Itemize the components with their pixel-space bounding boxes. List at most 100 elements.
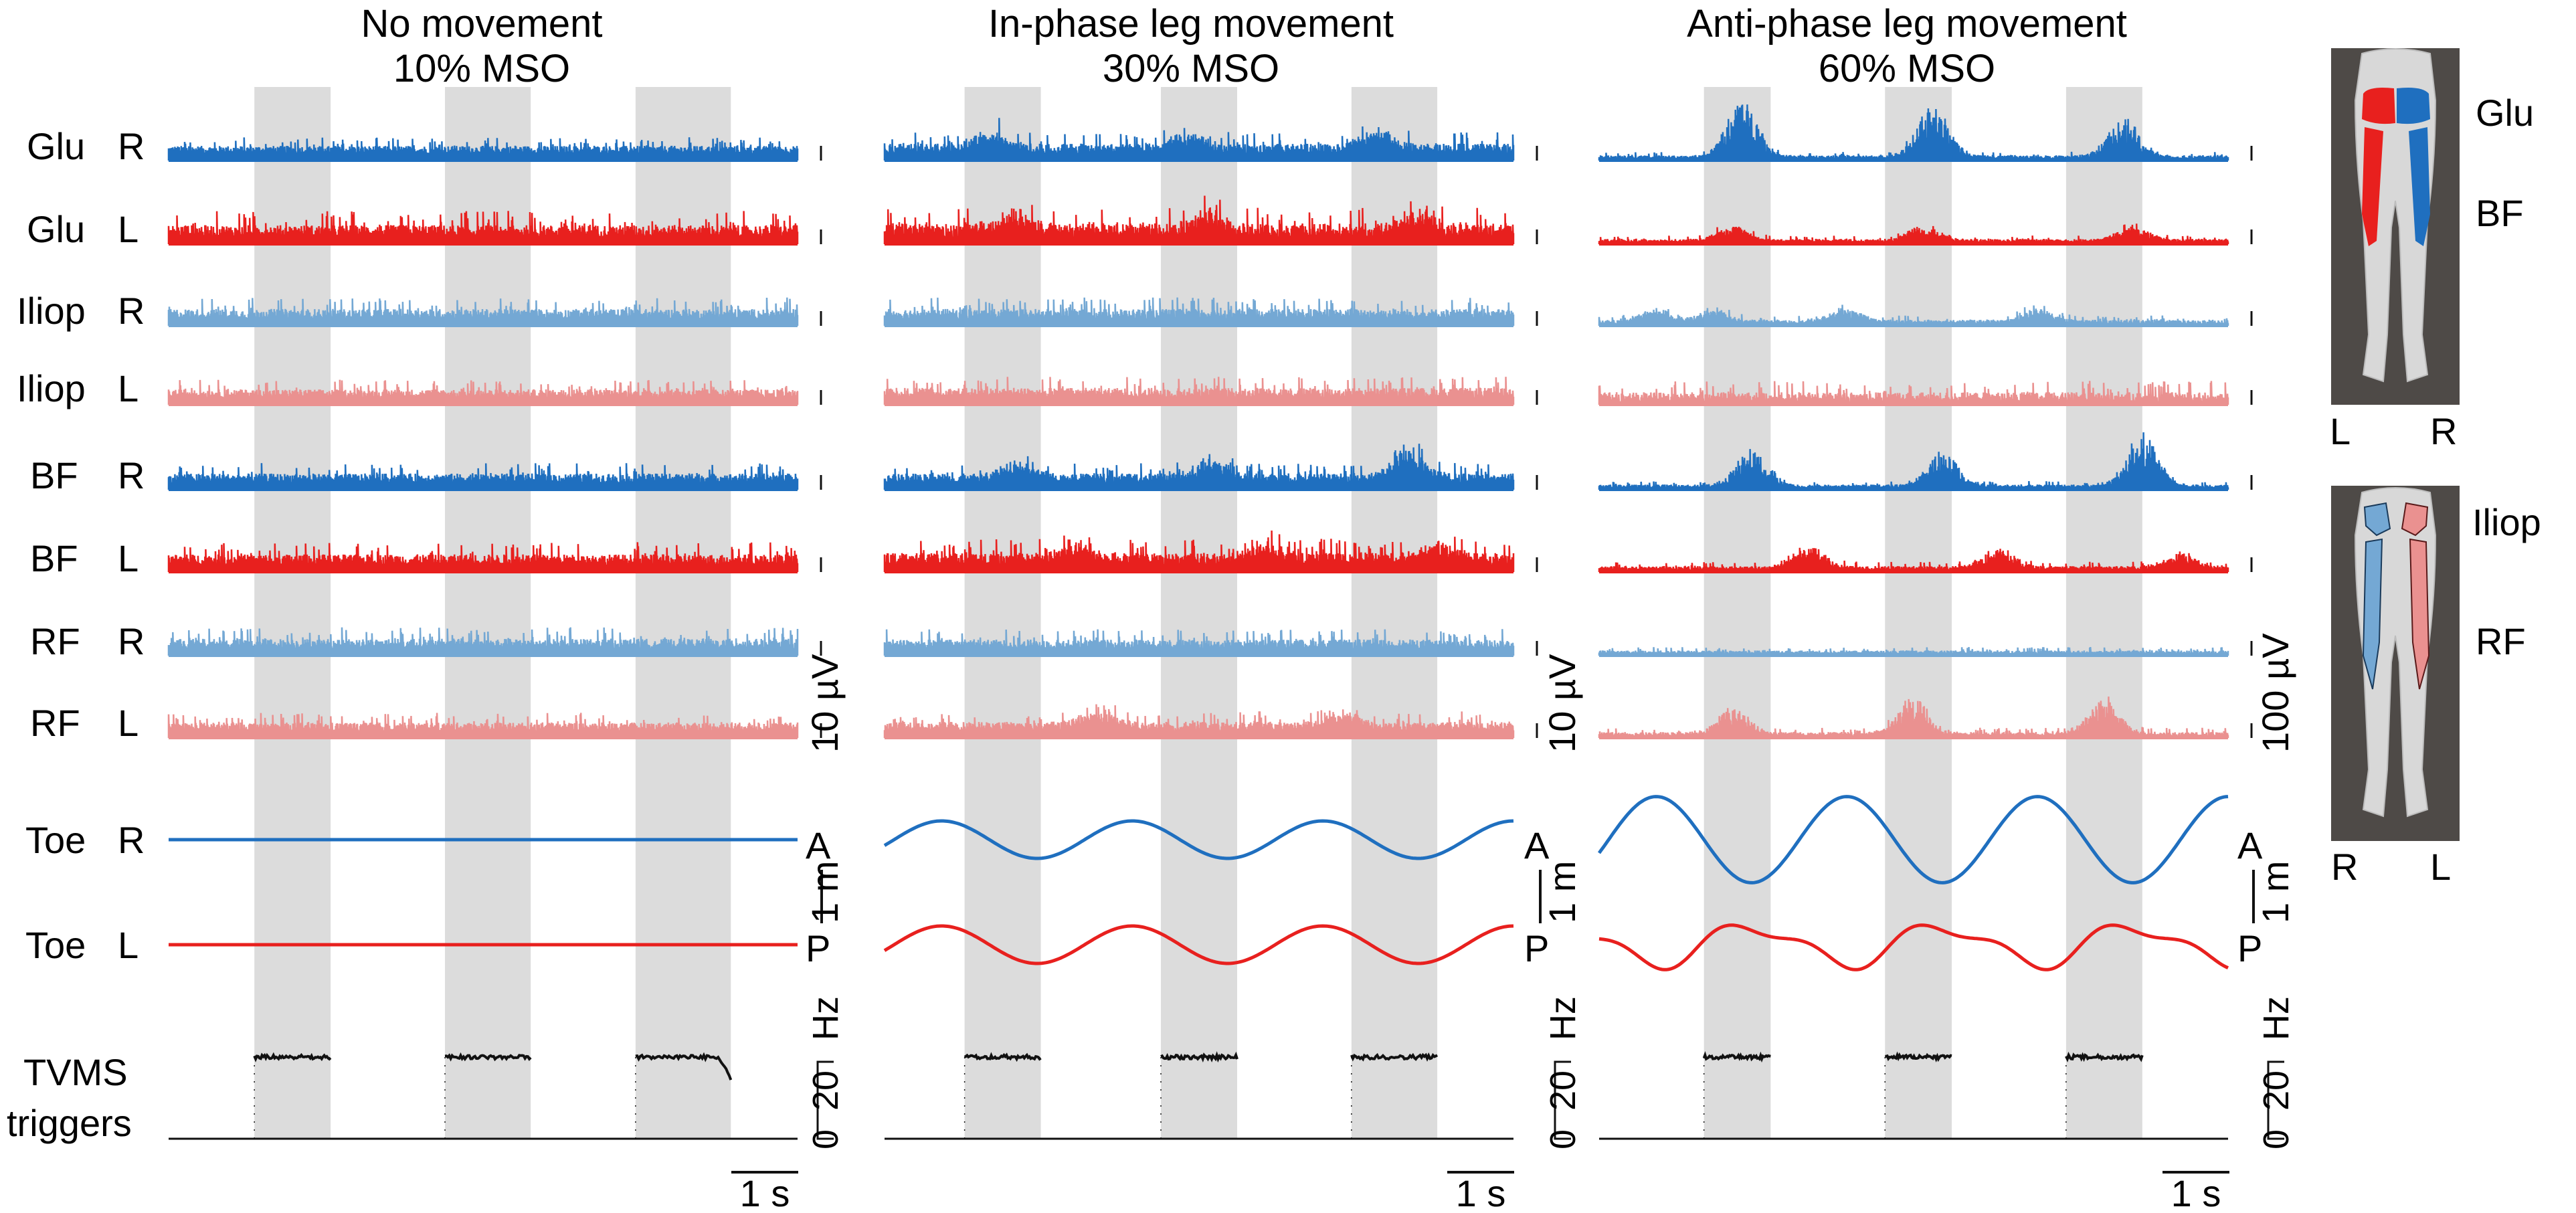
panel-1-title-line2: 10% MSO — [393, 47, 570, 90]
panel-1-emg-iliop-r-trace — [167, 297, 799, 326]
row-labels: Glu R Glu L Iliop R Iliop L BF R BF L RF… — [7, 125, 145, 1144]
panel-1-time-scale-label: 1 s — [740, 1172, 790, 1213]
iliop-l-muscle-icon — [2401, 502, 2429, 537]
row-label-toe-l-muscle: Toe — [25, 924, 86, 966]
panel-1-posterior-label: P — [806, 927, 830, 969]
panel-2-toe-l-trace — [883, 924, 1514, 965]
panel-2-posterior-label: P — [1524, 927, 1549, 969]
panel-2-emg-bf-l-trace — [883, 530, 1515, 573]
panel-2-toe-unit: 1 m — [1541, 861, 1583, 923]
panel-1-trigger-burst-3 — [635, 1052, 733, 1081]
panel-3-anterior-label: A — [2237, 824, 2263, 866]
panel-2-emg-rf-l-trace — [883, 704, 1515, 739]
panel-3-title-line1: Anti-phase leg movement — [1687, 2, 2127, 45]
panel-1-anterior-label: A — [806, 824, 831, 866]
panel-3-emg-bf-l-trace — [1598, 547, 2229, 573]
iliop-r-muscle-icon — [2363, 502, 2391, 537]
panel-1-annotations: 10 µV A P 1 m Hz 20 0 1 s — [731, 654, 846, 1213]
legend-iliop-label: Iliop — [2472, 501, 2541, 543]
rf-l-muscle-icon — [2409, 538, 2430, 690]
panel-1-trigger-axis — [816, 1060, 834, 1140]
panel-1-emg-glu-r-trace — [167, 137, 799, 161]
panel-3-trigger-tick-20: 20 — [2256, 1070, 2296, 1111]
panel-1-trigger-tick-0: 0 — [806, 1129, 846, 1149]
panel-1-emg-iliop-l-trace — [167, 379, 799, 405]
row-label-tvms: TVMS — [23, 1051, 128, 1093]
panel-2-title-line1: In-phase leg movement — [988, 2, 1394, 45]
panel-1-toe-unit: 1 m — [804, 861, 846, 923]
panel-3-annotations: 100 µV A P 1 m Hz 20 0 1 s — [2163, 633, 2296, 1213]
panel-2-trigger-trace — [885, 1051, 1513, 1140]
row-label-toe-r-side: R — [118, 819, 145, 861]
legend-rf-label: RF — [2476, 620, 2526, 662]
traces — [167, 104, 2253, 1140]
row-label-iliop-r-side: R — [118, 290, 145, 332]
bf-l-muscle-icon — [2362, 127, 2383, 246]
legend-glu-label: Glu — [2476, 92, 2534, 134]
row-label-glu-l-muscle: Glu — [27, 208, 85, 250]
panel-2-emg-unit: 10 µV — [1541, 654, 1583, 753]
panel-3-title-line2: 60% MSO — [1819, 47, 1995, 90]
row-label-iliop-l-muscle: Iliop — [17, 367, 86, 409]
panel-1-emg-glu-l-trace — [167, 211, 799, 245]
stimulation-windows — [254, 87, 2142, 1139]
panel-3-emg-iliop-r-trace — [1598, 304, 2229, 326]
panel-1-trigger-trace — [169, 1052, 798, 1140]
panel-3-stim-window-1 — [1704, 87, 1771, 1139]
panel-2-trigger-burst-1 — [963, 1052, 1042, 1062]
panel-2-emg-rf-r-trace — [883, 629, 1515, 656]
panel-2-time-scale-label: 1 s — [1456, 1172, 1506, 1213]
panel-1-stim-window-3 — [635, 87, 731, 1139]
panel-3-emg-glu-r-trace — [1598, 104, 2229, 161]
panel-1-stim-window-1 — [254, 87, 331, 1139]
panel-3-toe-r-trace — [1597, 795, 2229, 884]
row-label-glu-r-side: R — [118, 125, 145, 167]
legend-bottom-left-orient: R — [2331, 846, 2358, 888]
panel-1-emg-unit: 10 µV — [804, 654, 846, 753]
panel-3-trigger-axis — [2267, 1060, 2284, 1140]
row-label-bf-r-side: R — [118, 454, 145, 496]
legend-bottom-right-orient: L — [2430, 846, 2451, 888]
panel-2-trigger-axis — [1554, 1060, 1571, 1140]
row-label-glu-l-side: L — [118, 208, 139, 250]
row-label-iliop-l-side: L — [118, 367, 139, 409]
row-label-bf-r-muscle: BF — [30, 454, 78, 496]
panel-3-trigger-trace — [1599, 1050, 2228, 1140]
panel-2-trigger-tick-20: 20 — [1543, 1070, 1583, 1111]
panel-3-stim-window-3 — [2065, 87, 2142, 1139]
panel-3-time-scale-label: 1 s — [2171, 1172, 2221, 1213]
row-label-iliop-r-muscle: Iliop — [17, 290, 86, 332]
panel-3-toe-unit: 1 m — [2254, 861, 2296, 923]
panel-2-trigger-tick-0: 0 — [1543, 1129, 1583, 1149]
legend-bf-label: BF — [2476, 192, 2524, 234]
glu-l-muscle-icon — [2362, 88, 2395, 124]
panel-3-trigger-burst-1 — [1702, 1050, 1771, 1063]
panel-titles: No movement 10% MSO In-phase leg movemen… — [361, 2, 2126, 90]
row-label-toe-l-side: L — [118, 924, 139, 966]
panel-3-stim-window-2 — [1885, 87, 1952, 1139]
panel-3-toe-l-trace — [1598, 923, 2229, 971]
legend-bottom: Iliop RF R L — [2331, 486, 2541, 888]
panel-2-anterior-label: A — [1524, 824, 1550, 866]
panel-2-trigger-burst-2 — [1160, 1051, 1238, 1063]
panel-3-trigger-burst-3 — [2065, 1051, 2144, 1062]
row-label-rf-r-muscle: RF — [30, 620, 80, 662]
panel-2-emg-glu-r-trace — [883, 118, 1515, 161]
legend-top-left-orient: L — [2330, 410, 2351, 452]
panel-1-emg-bf-r-trace — [167, 463, 799, 490]
panel-1-emg-bf-l-trace — [167, 542, 799, 573]
row-label-bf-l-side: L — [118, 537, 139, 579]
panel-1-title-line1: No movement — [361, 2, 602, 45]
panel-2-annotations: 10 µV A P 1 m Hz 20 0 1 s — [1447, 654, 1583, 1213]
panel-2-toe-r-trace — [883, 819, 1514, 860]
row-label-bf-l-muscle: BF — [30, 537, 78, 579]
bf-r-muscle-icon — [2409, 127, 2430, 246]
row-label-toe-r-muscle: Toe — [25, 819, 86, 861]
panel-2-trigger-burst-3 — [1350, 1052, 1439, 1062]
row-label-rf-r-side: R — [118, 620, 145, 662]
panel-2-title-line2: 30% MSO — [1103, 47, 1279, 90]
panel-1-trigger-unit: Hz — [806, 996, 846, 1040]
panel-1-trigger-tick-20: 20 — [806, 1070, 846, 1111]
glu-r-muscle-icon — [2397, 88, 2430, 124]
